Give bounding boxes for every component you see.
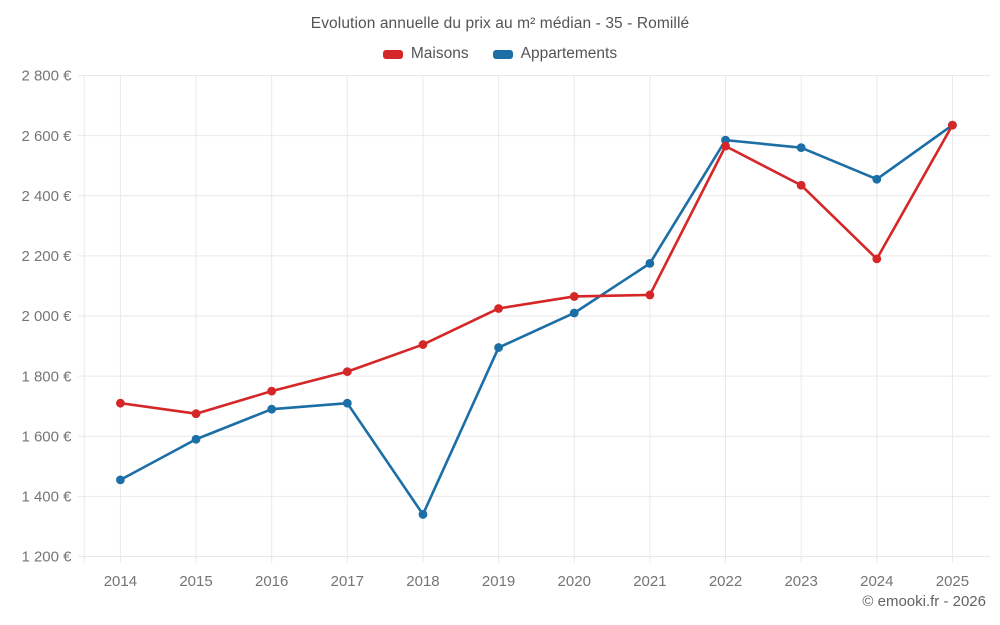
y-axis-tick-label: 2 600 € [21, 128, 72, 145]
x-axis-tick-label: 2023 [784, 573, 817, 590]
legend: Maisons Appartements [0, 45, 1000, 63]
y-axis-tick-label: 1 400 € [21, 489, 72, 506]
y-axis-tick-label: 1 600 € [21, 428, 72, 445]
x-axis-tick-label: 2014 [104, 573, 137, 590]
series-line-maisons [119, 123, 954, 416]
legend-swatch-appartements-icon [492, 49, 513, 59]
x-axis-tick-label: 2019 [482, 573, 515, 590]
x-axis-tick-label: 2015 [179, 573, 212, 590]
data-point-maisons-2015 [191, 409, 201, 419]
x-axis-tick-label: 2016 [255, 573, 288, 590]
data-point-appartements-2014 [116, 475, 125, 485]
legend-item-appartements[interactable]: Appartements [492, 45, 618, 63]
data-point-appartements-2022 [721, 135, 730, 145]
x-axis-tick-label: 2024 [860, 573, 893, 590]
y-axis-tick-label: 2 000 € [21, 308, 72, 325]
data-point-maisons-2025 [948, 120, 957, 130]
data-point-appartements-2016 [267, 404, 277, 414]
data-point-appartements-2019 [494, 343, 503, 352]
x-axis-tick-label: 2022 [709, 573, 742, 590]
data-point-maisons-2019 [494, 304, 503, 313]
series-line-appartements [119, 123, 954, 516]
data-point-maisons-2014 [116, 398, 125, 408]
legend-swatch-maisons-icon [382, 49, 403, 59]
x-axis-tick-label: 2018 [406, 573, 439, 590]
data-point-appartements-2024 [872, 174, 882, 184]
data-point-maisons-2018 [418, 340, 428, 349]
x-axis-tick-label: 2025 [936, 573, 969, 590]
data-point-appartements-2021 [645, 258, 655, 268]
chart-title: Evolution annuelle du prix au m² médian … [310, 15, 690, 32]
y-axis-tick-label: 1 800 € [21, 368, 72, 385]
data-point-appartements-2023 [796, 143, 806, 153]
data-point-appartements-2020 [569, 308, 579, 318]
data-point-maisons-2023 [796, 180, 806, 190]
x-axis-tick-label: 2020 [558, 573, 591, 590]
data-point-maisons-2022 [721, 141, 730, 151]
y-axis-tick-label: 1 200 € [21, 549, 72, 566]
data-point-maisons-2021 [645, 290, 655, 300]
x-axis-tick-label: 2017 [331, 573, 364, 590]
data-point-appartements-2018 [418, 510, 428, 519]
legend-label-maisons: Maisons [410, 45, 469, 62]
attribution: © emooki.fr - 2026 [862, 593, 986, 610]
y-axis-tick-label: 2 200 € [21, 248, 72, 265]
x-axis-tick-label: 2021 [633, 573, 666, 590]
data-point-maisons-2020 [569, 292, 579, 301]
legend-item-maisons[interactable]: Maisons [382, 45, 469, 63]
data-point-appartements-2017 [342, 398, 352, 408]
y-axis-tick-label: 2 800 € [21, 68, 72, 85]
data-point-appartements-2015 [191, 434, 201, 444]
data-point-maisons-2016 [267, 386, 277, 396]
data-point-maisons-2017 [342, 367, 352, 377]
y-axis-tick-label: 2 400 € [21, 188, 72, 205]
legend-label-appartements: Appartements [520, 45, 618, 62]
data-point-maisons-2024 [872, 254, 882, 264]
